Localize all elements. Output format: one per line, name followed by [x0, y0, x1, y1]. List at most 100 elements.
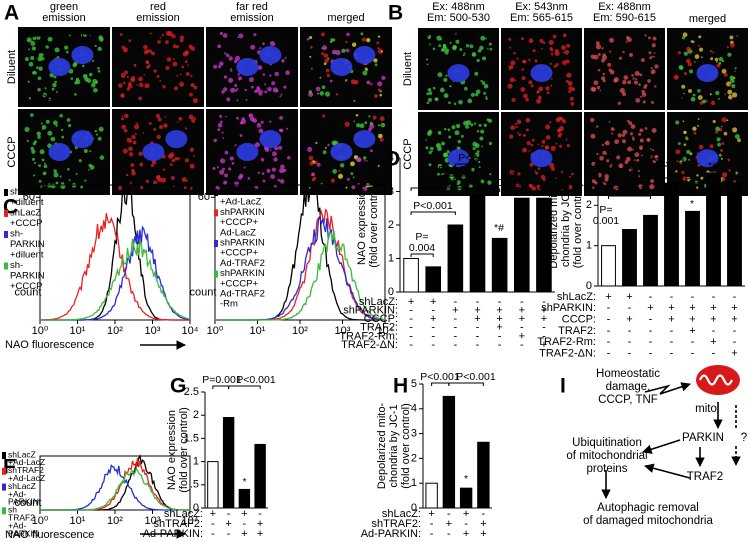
speckle [628, 121, 633, 126]
treatment-label: TRAF2: [360, 322, 398, 334]
speckle [474, 71, 479, 76]
speckle [429, 43, 431, 46]
speckle [485, 95, 488, 98]
annotation: P<0.001 [413, 200, 453, 212]
speckle [172, 61, 178, 67]
speckle [522, 147, 527, 153]
speckle [151, 159, 157, 165]
x-tick-label: 10³ [145, 515, 161, 527]
speckle [630, 124, 636, 129]
speckle [478, 166, 481, 169]
speckle [95, 133, 99, 136]
speckle [98, 126, 104, 132]
speckle [541, 47, 544, 50]
y-axis-label: (fold over control) [178, 407, 190, 493]
legend-label: shLacZ [8, 481, 36, 491]
speckle [440, 48, 445, 52]
speckle [726, 119, 729, 122]
speckle [447, 128, 451, 132]
speckle [724, 93, 727, 95]
treatment-sign: - [409, 305, 413, 317]
speckle [83, 75, 86, 77]
speckle [222, 33, 228, 38]
speckle [565, 138, 568, 141]
treatment-label: shLacZ: [359, 296, 398, 308]
speckle [279, 95, 282, 98]
y-tick-label: 5 [411, 378, 417, 390]
speckle [279, 179, 285, 184]
speckle [36, 66, 39, 70]
speckle [685, 176, 691, 182]
speckle [720, 157, 723, 160]
speckle [508, 68, 511, 71]
speckle [507, 83, 513, 89]
speckle [699, 47, 704, 52]
speckle [627, 146, 633, 152]
speckle [538, 86, 544, 92]
treatment-sign: + [225, 518, 231, 530]
speckle [549, 47, 553, 51]
speckle [228, 56, 233, 61]
speckle [566, 74, 569, 77]
speckle [633, 80, 638, 85]
treatment-sign: + [731, 347, 737, 359]
nucleus [330, 143, 353, 161]
speckle [446, 150, 450, 154]
speckle [654, 85, 657, 88]
speckle [567, 80, 573, 86]
speckle [485, 37, 487, 40]
speckle [483, 83, 489, 89]
speckle [134, 132, 137, 135]
speckle [631, 74, 634, 77]
speckle [192, 155, 195, 157]
treatment-label: shTRAF2: [153, 518, 203, 530]
treatment-label: shTRAF2: [371, 518, 421, 530]
speckle [644, 83, 648, 88]
histogram-curve [215, 230, 386, 321]
speckle [700, 176, 704, 180]
speckle [565, 79, 569, 83]
speckle [308, 155, 314, 161]
y-tick-label: 2.5 [184, 386, 199, 398]
speckle [651, 149, 655, 152]
speckle [53, 172, 59, 178]
column-header: emission [136, 12, 179, 24]
speckle [47, 97, 52, 101]
speckle [474, 157, 478, 161]
speckle [625, 40, 628, 43]
annotation: P= [415, 231, 428, 243]
speckle [222, 137, 225, 139]
annotation: P<0.001 [606, 184, 646, 196]
treatment-sign: - [520, 339, 524, 351]
annotation: P= [685, 176, 698, 188]
treatment-sign: - [431, 339, 435, 351]
speckle [185, 72, 190, 76]
speckle [613, 78, 618, 83]
speckle [308, 90, 313, 94]
speckle [696, 124, 700, 128]
speckle [437, 131, 442, 135]
speckle [280, 93, 283, 96]
y-tick-label: 1 [586, 240, 592, 252]
speckle [279, 115, 284, 120]
speckle [480, 129, 485, 134]
speckle [733, 76, 736, 79]
speckle [534, 170, 537, 173]
y-axis-label: count [15, 286, 42, 298]
speckle [52, 120, 58, 126]
speckle [560, 170, 564, 174]
speckle [454, 130, 460, 136]
speckle [712, 119, 716, 124]
speckle [511, 97, 516, 102]
speckle [331, 38, 336, 42]
speckle [441, 173, 444, 176]
speckle [132, 140, 137, 145]
panel-letter: G [170, 375, 186, 398]
speckle [562, 51, 565, 54]
speckle [351, 42, 357, 47]
legend-label: shPARKIN [220, 268, 265, 279]
speckle [252, 118, 257, 123]
speckle [601, 143, 604, 147]
speckle [190, 46, 196, 51]
nucleus [447, 64, 470, 83]
